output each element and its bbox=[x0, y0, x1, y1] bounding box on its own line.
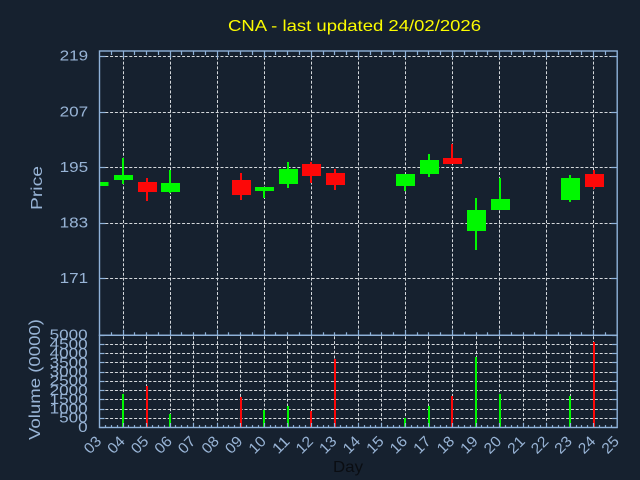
svg-text:3500: 3500 bbox=[50, 354, 88, 371]
svg-text:0: 0 bbox=[78, 419, 88, 436]
svg-text:2000: 2000 bbox=[50, 382, 88, 399]
svg-text:Price: Price bbox=[29, 166, 46, 210]
svg-text:Volume (0000): Volume (0000) bbox=[27, 319, 44, 440]
svg-text:1500: 1500 bbox=[50, 391, 88, 408]
svg-text:CNA - last updated 24/02/2026: CNA - last updated 24/02/2026 bbox=[228, 18, 481, 35]
svg-text:171: 171 bbox=[60, 270, 88, 287]
svg-text:195: 195 bbox=[60, 159, 88, 176]
svg-text:207: 207 bbox=[60, 103, 88, 120]
svg-text:Day: Day bbox=[333, 459, 363, 476]
svg-text:500: 500 bbox=[59, 410, 87, 427]
svg-text:3000: 3000 bbox=[50, 364, 88, 381]
svg-text:2500: 2500 bbox=[50, 373, 88, 390]
svg-text:183: 183 bbox=[60, 214, 88, 231]
svg-text:5000: 5000 bbox=[50, 327, 88, 344]
svg-text:219: 219 bbox=[60, 48, 88, 65]
svg-text:4000: 4000 bbox=[50, 345, 88, 362]
svg-text:1000: 1000 bbox=[50, 400, 88, 417]
svg-text:4500: 4500 bbox=[50, 336, 88, 353]
